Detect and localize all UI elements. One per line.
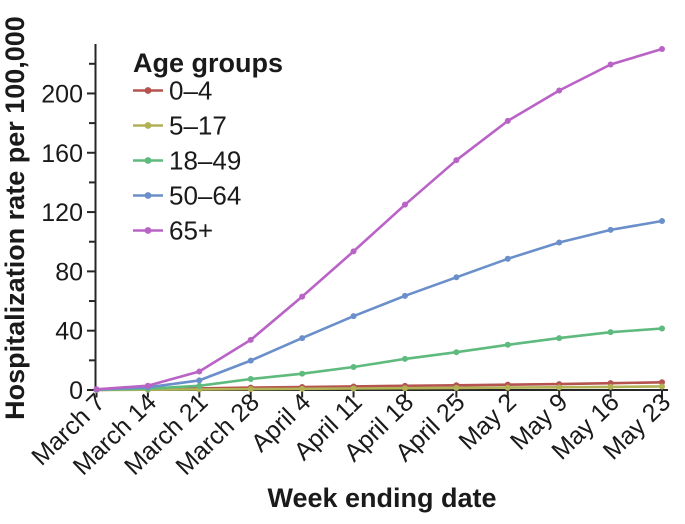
legend-marker-dot-18-49: [144, 157, 152, 164]
data-point-65+: [196, 368, 203, 375]
data-point-18-49: [401, 355, 408, 362]
legend-title: Age groups: [133, 48, 283, 78]
data-point-18-49: [247, 376, 254, 383]
data-point-50-64: [350, 313, 357, 320]
data-point-5-17: [607, 383, 614, 390]
data-point-65+: [659, 45, 665, 52]
legend-label-65+: 65+: [169, 216, 213, 246]
data-point-18-49: [607, 329, 614, 336]
data-point-5-17: [453, 384, 460, 391]
data-point-5-17: [247, 386, 254, 393]
legend-label-5-17: 5–17: [169, 111, 227, 141]
y-axis-title: Hospitalization rate per 100,000: [0, 16, 30, 420]
data-point-18-49: [453, 349, 460, 356]
series-line-50-64: [95, 219, 664, 391]
data-point-5-17: [659, 383, 665, 390]
legend-marker-dot-65+: [144, 227, 152, 234]
legend-label-18-49: 18–49: [169, 146, 241, 176]
x-axis-title: Week ending date: [267, 483, 496, 513]
data-point-50-64: [401, 292, 408, 299]
data-point-65+: [93, 386, 100, 393]
data-point-50-64: [196, 377, 203, 384]
data-point-5-17: [556, 384, 563, 391]
data-point-50-64: [247, 357, 254, 364]
data-point-50-64: [299, 335, 306, 342]
y-tick-label: 80: [55, 258, 83, 286]
data-point-65+: [247, 336, 254, 343]
data-point-65+: [504, 117, 511, 124]
data-point-50-64: [556, 239, 563, 246]
data-point-65+: [144, 382, 151, 389]
data-point-5-17: [504, 384, 511, 391]
legend-marker-dot-50-64: [144, 192, 152, 199]
data-point-5-17: [299, 385, 306, 392]
data-point-50-64: [453, 274, 460, 281]
legend-label-0-4: 0–4: [169, 76, 212, 106]
y-tick-label: 0: [69, 377, 83, 405]
legend-label-50-64: 50–64: [169, 181, 241, 211]
y-tick-label: 120: [41, 199, 83, 227]
series-line-18-49: [95, 327, 664, 392]
data-point-65+: [607, 61, 614, 68]
data-point-65+: [453, 157, 460, 164]
data-point-18-49: [659, 325, 665, 332]
legend-marker-dot-5-17: [144, 122, 152, 129]
data-point-65+: [556, 87, 563, 94]
y-tick-label: 40: [55, 318, 83, 346]
data-point-18-49: [196, 382, 203, 389]
data-point-65+: [299, 293, 306, 300]
data-point-65+: [401, 201, 408, 208]
y-tick-label: 160: [41, 140, 83, 168]
data-point-65+: [350, 248, 357, 255]
y-tick-label: 200: [41, 80, 83, 108]
data-point-18-49: [556, 335, 563, 342]
data-point-50-64: [607, 226, 614, 233]
data-point-50-64: [659, 217, 665, 224]
data-point-18-49: [299, 370, 306, 377]
data-point-0-4: [659, 379, 665, 386]
data-point-5-17: [401, 385, 408, 392]
data-point-18-49: [350, 364, 357, 371]
series-line-65+: [95, 47, 664, 391]
legend-marker-dot-0-4: [144, 87, 152, 94]
data-point-18-49: [504, 341, 511, 348]
data-point-50-64: [504, 255, 511, 262]
series-line-5-17: [95, 385, 664, 392]
x-tick-label: May 2: [454, 388, 522, 455]
data-point-5-17: [350, 385, 357, 392]
